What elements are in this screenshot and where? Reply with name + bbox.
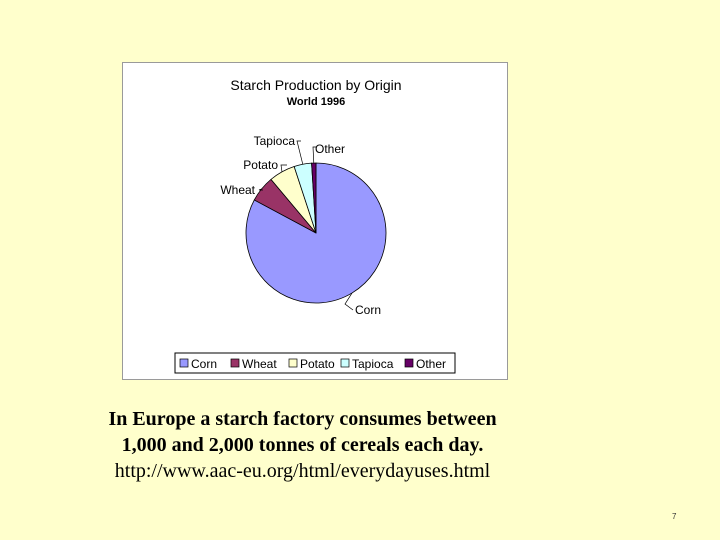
- slice-label-tapioca: Tapioca: [254, 134, 296, 148]
- leader-line-corn: [344, 292, 354, 311]
- legend-swatch-tapioca: [340, 358, 350, 368]
- slice-labels: Corn Wheat Potato Tapioca Other: [220, 134, 381, 317]
- legend-label-potato: Potato: [300, 357, 335, 371]
- leader-line-tapioca: [296, 140, 304, 165]
- chart-frame: Starch Production by Origin World 1996 C…: [122, 62, 508, 380]
- slice-label-potato: Potato: [243, 158, 278, 172]
- legend-swatch-corn: [179, 358, 189, 368]
- legend-swatch-wheat: [230, 358, 240, 368]
- legend-label-other: Other: [416, 357, 446, 371]
- source-url: http://www.aac-eu.org/html/everydayuses.…: [114, 460, 491, 482]
- leader-line-wheat: [258, 188, 263, 191]
- legend-swatch-potato: [288, 358, 298, 368]
- pie-slice-other: [311, 162, 317, 234]
- slice-label-corn: Corn: [355, 303, 381, 317]
- leader-line-potato: [280, 164, 287, 172]
- slide-number: 7: [672, 512, 677, 521]
- caption-line-1: In Europe a starch factory consumes betw…: [108, 408, 497, 430]
- caption-line-2: 1,000 and 2,000 tonnes of cereals each d…: [121, 434, 484, 456]
- slice-leader-lines: [258, 140, 354, 311]
- legend-label-corn: Corn: [191, 357, 217, 371]
- chart-subtitle: World 1996: [287, 96, 346, 108]
- legend-label-tapioca: Tapioca: [352, 357, 394, 371]
- leader-line-other: [312, 146, 317, 164]
- legend-label-wheat: Wheat: [242, 357, 277, 371]
- legend-swatch-other: [404, 358, 414, 368]
- slice-label-other: Other: [315, 142, 345, 156]
- pie-slices: [245, 162, 387, 304]
- slice-label-wheat: Wheat: [220, 183, 255, 197]
- chart-title: Starch Production by Origin: [230, 77, 401, 93]
- pie-chart: Starch Production by Origin World 1996 C…: [174, 77, 456, 374]
- legend: Corn Wheat Potato Tapioca Other: [179, 357, 446, 371]
- legend-box: [174, 352, 456, 374]
